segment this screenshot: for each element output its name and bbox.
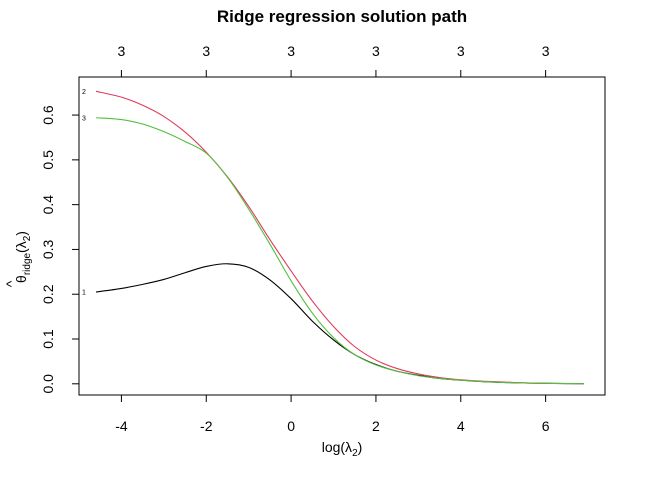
series-line-1: [95, 263, 584, 385]
top-tick-label: 3: [202, 43, 210, 59]
x-axis-label: log(λ2): [322, 439, 363, 459]
x-tick-label: 6: [542, 418, 550, 434]
series-label-3: 3: [82, 115, 86, 122]
y-tick-label: 0.3: [40, 239, 56, 259]
top-tick-label: 3: [287, 43, 295, 59]
chart-title: Ridge regression solution path: [217, 7, 467, 26]
y-tick-label: 0.0: [40, 374, 56, 394]
y-axis-label: θridge(λ2) ^: [3, 231, 33, 287]
series-line-3: [95, 117, 584, 385]
series-label-2: 2: [82, 89, 86, 96]
y-tick-label: 0.5: [40, 150, 56, 170]
x-tick-label: 2: [372, 418, 380, 434]
svg-text:θridge(λ2): θridge(λ2): [13, 231, 33, 283]
x-tick-label: -2: [200, 418, 213, 434]
x-tick-label: 0: [287, 418, 295, 434]
top-tick-label: 3: [372, 43, 380, 59]
y-tick-label: 0.2: [40, 284, 56, 304]
top-tick-label: 3: [118, 43, 126, 59]
y-tick-label: 0.1: [40, 329, 56, 349]
top-tick-label: 3: [542, 43, 550, 59]
series-line-2: [95, 90, 584, 385]
y-tick-label: 0.6: [40, 105, 56, 125]
x-tick-label: -4: [115, 418, 128, 434]
y-tick-label: 0.4: [40, 195, 56, 215]
x-tick-label: 4: [457, 418, 465, 434]
top-tick-label: 3: [457, 43, 465, 59]
svg-text:^: ^: [3, 280, 19, 287]
plot-frame: [78, 76, 606, 396]
series-label-1: 1: [82, 289, 86, 296]
